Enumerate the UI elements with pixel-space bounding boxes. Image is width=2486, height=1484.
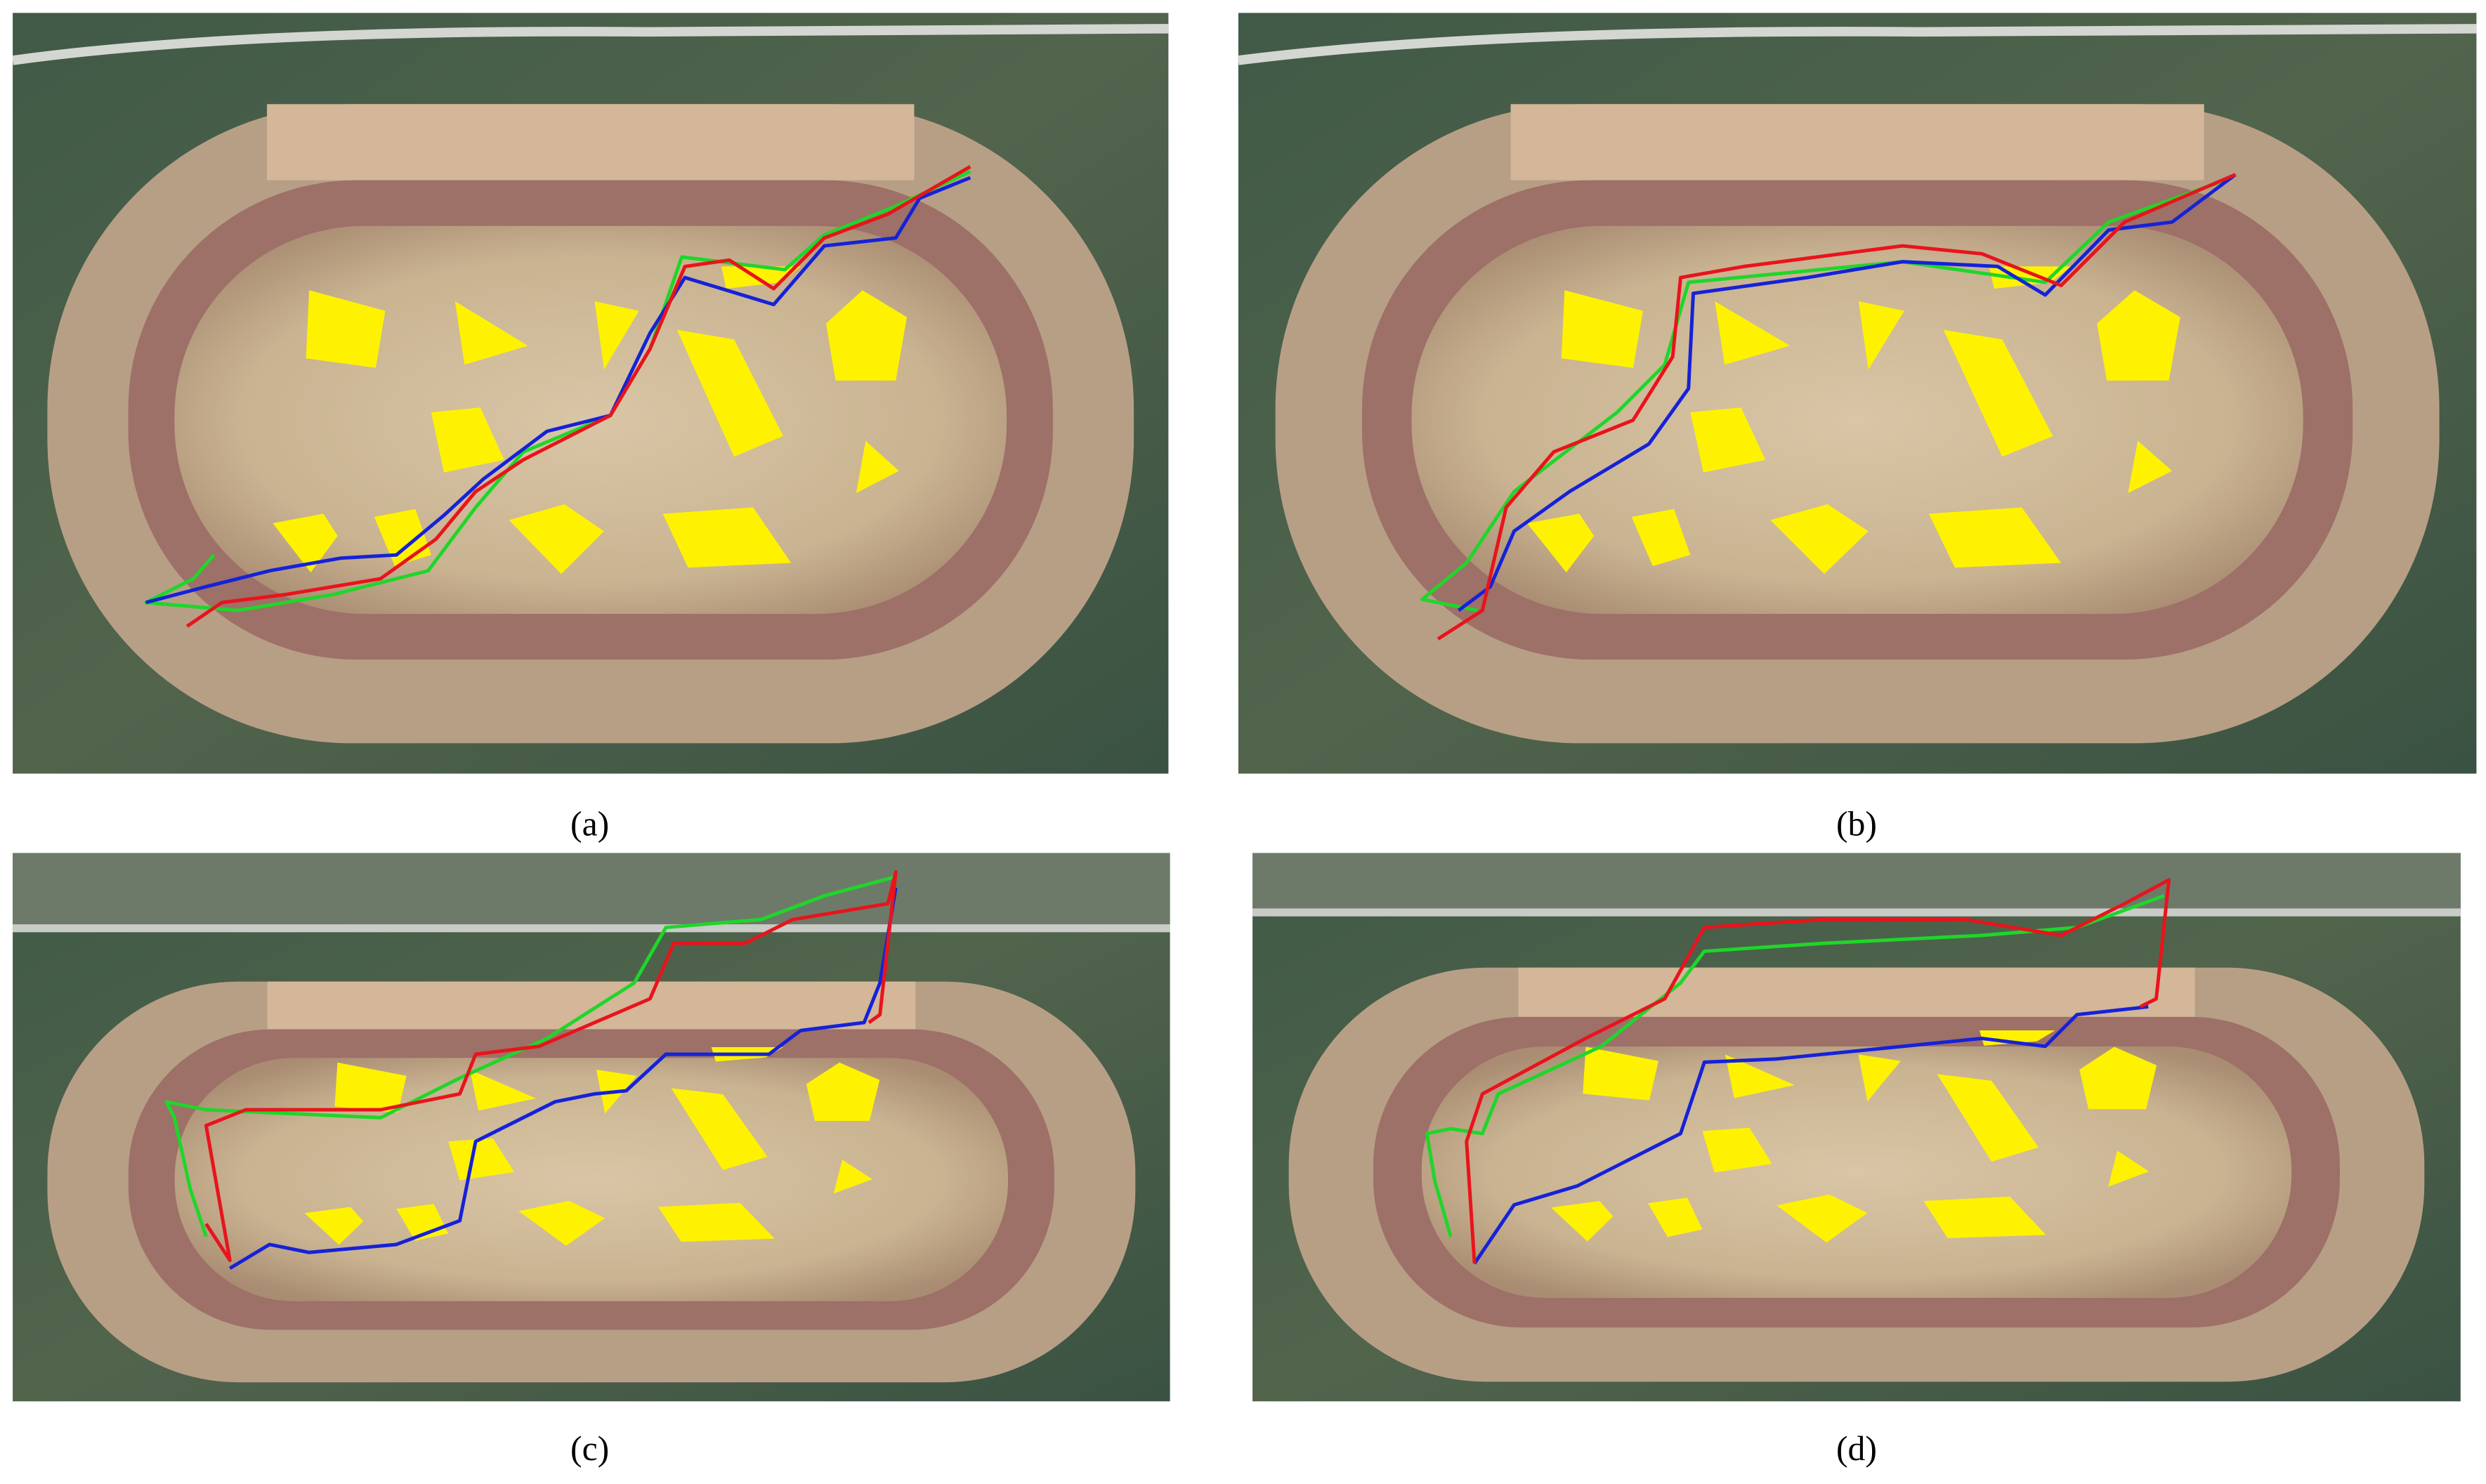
obstacle (658, 1202, 775, 1242)
green-path (144, 169, 971, 612)
panel-content (13, 13, 1169, 774)
obstacle (662, 507, 792, 568)
panel-content (1238, 13, 2477, 774)
blue-path (228, 887, 898, 1270)
green-path (1420, 176, 2233, 612)
green-path (164, 874, 896, 1237)
panel-label: (a) (570, 805, 609, 843)
road (1252, 908, 2461, 917)
obstacle (509, 504, 604, 574)
obstacle (2108, 1150, 2150, 1187)
obstacle (1858, 301, 1904, 370)
obstacle (833, 1160, 872, 1194)
road (13, 24, 1169, 65)
obstacle (306, 290, 386, 368)
obstacle (1770, 504, 1869, 574)
obstacle (273, 513, 338, 572)
blue-path (1472, 1004, 2149, 1265)
red-path (1437, 173, 2237, 641)
panel-label: (c) (570, 1429, 609, 1468)
obstacle (856, 440, 899, 494)
obstacle (1526, 513, 1595, 572)
obstacle (431, 407, 504, 473)
blue-path (145, 176, 971, 605)
obstacle (1943, 329, 2053, 457)
obstacle (469, 1070, 536, 1111)
blue-path (1457, 173, 2237, 612)
field (174, 1058, 1009, 1301)
apron (1518, 967, 2195, 1017)
obstacle (1702, 1127, 1772, 1173)
obstacle (1858, 1054, 1901, 1102)
panel-label: (b) (1836, 805, 1877, 843)
obstacle (454, 301, 528, 365)
obstacle (1561, 290, 1643, 368)
obstacle (1937, 1074, 2039, 1162)
obstacle (2128, 440, 2173, 494)
buildings (1252, 853, 2461, 909)
obstacle (1923, 1196, 2046, 1238)
obstacle (1647, 1197, 1703, 1237)
obstacle (1725, 1054, 1795, 1098)
obstacle (2079, 1046, 2157, 1110)
obstacle (594, 301, 639, 370)
red-path (185, 165, 971, 628)
apron (267, 104, 915, 180)
red-path (1465, 878, 2171, 1264)
obstacle (1690, 407, 1766, 473)
obstacle (518, 1200, 606, 1246)
road (1238, 24, 2477, 65)
buildings (13, 853, 1170, 925)
panel-content (13, 853, 1170, 1402)
obstacle (334, 1062, 407, 1113)
road (13, 924, 1170, 933)
obstacle (671, 1088, 768, 1171)
field (1411, 225, 2303, 615)
obstacle (1583, 1046, 1659, 1101)
obstacle (1631, 508, 1691, 566)
obstacle (1928, 507, 2062, 568)
obstacle (1715, 301, 1791, 365)
obstacle (1777, 1194, 1868, 1243)
obstacle (448, 1138, 515, 1181)
red-path (204, 870, 898, 1263)
obstacle (806, 1062, 880, 1122)
panel-content (1252, 853, 2461, 1402)
satellite-panel (13, 13, 1169, 774)
obstacle (2097, 290, 2180, 381)
obstacle (304, 1207, 364, 1245)
satellite-panel (1238, 13, 2477, 774)
apron (1510, 104, 2204, 180)
obstacle (1550, 1201, 1614, 1242)
obstacle (825, 290, 908, 381)
green-path (1425, 894, 2165, 1237)
satellite-panel (13, 853, 1170, 1402)
field (1421, 1046, 2292, 1299)
obstacle (721, 266, 801, 289)
panel-label: (d) (1836, 1429, 1877, 1468)
satellite-panel (1252, 853, 2461, 1402)
apron (267, 981, 916, 1030)
obstacle (676, 329, 783, 457)
